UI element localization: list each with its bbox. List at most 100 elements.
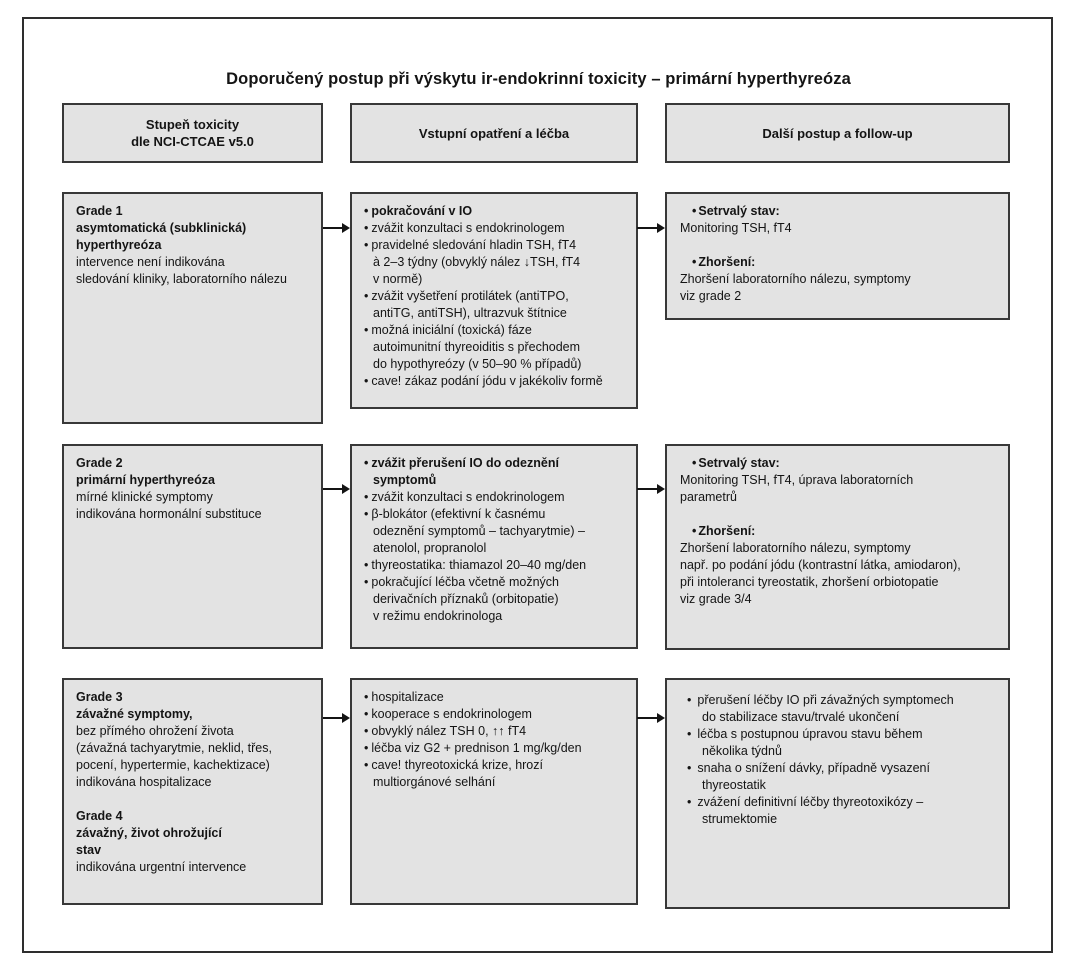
bullet-line: • přerušení léčby IO při závažných sympto… [687,693,954,724]
arrow-right-icon [323,713,350,724]
bullet-icon: • [364,558,369,572]
bullet-icon: • [364,323,369,337]
arrow-head [342,713,350,723]
text-line: Grade 2 [76,456,123,470]
text-line: Zhoršení laboratorního nálezu, symptomy … [680,272,911,303]
arrow-right-icon [637,713,665,724]
bullet-icon: • [692,524,697,538]
bullet-line: • thyreostatika: thiamazol 20–40 mg/den [364,558,587,572]
arrow-right-icon [637,223,665,234]
bullet-icon: • [364,456,369,470]
text-line: intervence není indikována [76,255,225,269]
arrow-head [657,223,665,233]
bullet-line: • možná iniciální (toxická) fáze autoimun… [364,323,582,371]
bullet-icon: • [364,204,369,218]
bullet-line: • cave! zákaz podání jódu v jakékoliv for… [364,374,603,388]
grade1-criteria-content: Grade 1 asymtomatická (subklinická) hypert… [64,194,321,288]
text-line: Grade 3 [76,690,123,704]
bullet-line: • Zhoršení: [692,255,756,269]
bullet-line: • léčba viz G2 + prednison 1 mg/kg/den [364,741,582,755]
bullet-icon: • [364,758,369,772]
arrow-shaft [323,488,344,490]
grade3-4-criteria-box: Grade 3 závažné symptomy, bez přímého ohro… [62,678,323,905]
grade3-4-followup-content: • přerušení léčby IO při závažných sympto… [667,680,1008,828]
grade3-4-followup-box: • přerušení léčby IO při závažných sympto… [665,678,1010,909]
bullet-icon: • [692,255,697,269]
arrow-right-icon [637,484,665,495]
text-line: indikována hormonální substituce [76,507,262,521]
bullet-icon: • [364,507,369,521]
bullet-icon: • [364,490,369,504]
text-line: hyperthyreóza [76,238,162,252]
bullet-icon: • [692,204,697,218]
grade2-followup-box: • Setrvalý stav: Monitoring TSH, fT4, úpra… [665,444,1010,650]
bullet-icon: • [687,693,692,707]
bullet-line: • léčba s postupnou úpravou stavu během n… [687,727,923,758]
bullet-line: • pravidelné sledování hladin TSH, fT4 à … [364,238,581,286]
arrow-shaft [637,488,659,490]
text-line: Zhoršení laboratorního nálezu, symptomy … [680,541,961,606]
text-line: závažný, život ohrožující [76,826,222,840]
bullet-icon: • [364,741,369,755]
grade1-treatment-box: • pokračování v IO • zvážit konzultaci s en… [350,192,638,409]
text-line: závažné symptomy, [76,707,193,721]
grade3-4-criteria-content: Grade 3 závažné symptomy, bez přímého ohro… [64,680,321,876]
arrow-head [342,484,350,494]
bullet-icon: • [687,727,692,741]
text-line: mírné klinické symptomy [76,490,213,504]
grade2-followup-content: • Setrvalý stav: Monitoring TSH, fT4, úpra… [667,446,1008,608]
bullet-line: • Zhoršení: [692,524,756,538]
bullet-icon: • [692,456,697,470]
arrow-right-icon [323,484,350,495]
arrow-head [342,223,350,233]
grade2-treatment-content: • zvážit přerušení IO do odeznění symptom… [352,446,636,625]
bullet-line: • cave! thyreotoxická krize, hrozí multio… [364,758,543,789]
arrow-right-icon [323,223,350,234]
bullet-line: • kooperace s endokrinologem [364,707,532,721]
bullet-line: • hospitalizace [364,690,444,704]
bullet-line: • β-blokátor (efektivní k časnému odezněn… [364,507,585,555]
bullet-line: • zvážit přerušení IO do odeznění symptom… [364,456,559,487]
bullet-icon: • [364,221,369,235]
column-header-followup: Další postup a follow-up [665,103,1010,163]
bullet-line: • zvážení definitivní léčby thyreotoxikóz… [687,795,924,826]
arrow-head [657,713,665,723]
bullet-icon: • [687,761,692,775]
arrow-head [657,484,665,494]
grade3-4-treatment-content: • hospitalizace • kooperace s endokrinologe… [352,680,636,791]
bullet-line: • zvážit vyšetření protilátek (antiTPO, a… [364,289,569,320]
grade2-treatment-box: • zvážit přerušení IO do odeznění symptom… [350,444,638,649]
bullet-line: • pokračování v IO [364,204,473,218]
bullet-icon: • [364,575,369,589]
text-line: Monitoring TSH, fT4, úprava laboratorníc… [680,473,914,504]
figure-title: Doporučený postup při výskytu ir-endokri… [226,70,851,88]
grade1-criteria-box: Grade 1 asymtomatická (subklinická) hypert… [62,192,323,424]
bullet-line: • snaha o snížení dávky, případně vysazen… [687,761,930,792]
text-line: asymtomatická (subklinická) [76,221,247,235]
bullet-icon: • [364,707,369,721]
grade1-followup-content: • Setrvalý stav: Monitoring TSH, fT4 • Zhorš… [667,194,1008,305]
arrow-shaft [637,227,659,229]
text-line: stav [76,843,102,857]
text-line: Grade 4 [76,809,123,823]
grade2-criteria-content: Grade 2 primární hyperthyreóza mírné klini… [64,446,321,523]
arrow-shaft [323,717,344,719]
bullet-line: • zvážit konzultaci s endokrinologem [364,490,565,504]
column-header-initial-treatment: Vstupní opatření a léčba [350,103,638,163]
text-line: indikována hospitalizace [76,775,212,789]
text-line: Monitoring TSH, fT4 [680,221,792,235]
grade2-criteria-box: Grade 2 primární hyperthyreóza mírné klini… [62,444,323,649]
bullet-icon: • [687,795,692,809]
grade3-4-treatment-box: • hospitalizace • kooperace s endokrinologe… [350,678,638,905]
bullet-icon: • [364,690,369,704]
bullet-icon: • [364,374,369,388]
bullet-icon: • [364,289,369,303]
text-line: sledování kliniky, laboratorního nálezu [76,272,288,286]
bullet-line: • Setrvalý stav: [692,204,780,218]
arrow-shaft [323,227,344,229]
bullet-line: • pokračující léčba včetně možných deriva… [364,575,559,623]
text-line: (závažná tachyarytmie, neklid, třes, poc… [76,741,272,772]
bullet-icon: • [364,238,369,252]
bullet-icon: • [364,724,369,738]
text-line: indikována urgentní intervence [76,860,247,874]
